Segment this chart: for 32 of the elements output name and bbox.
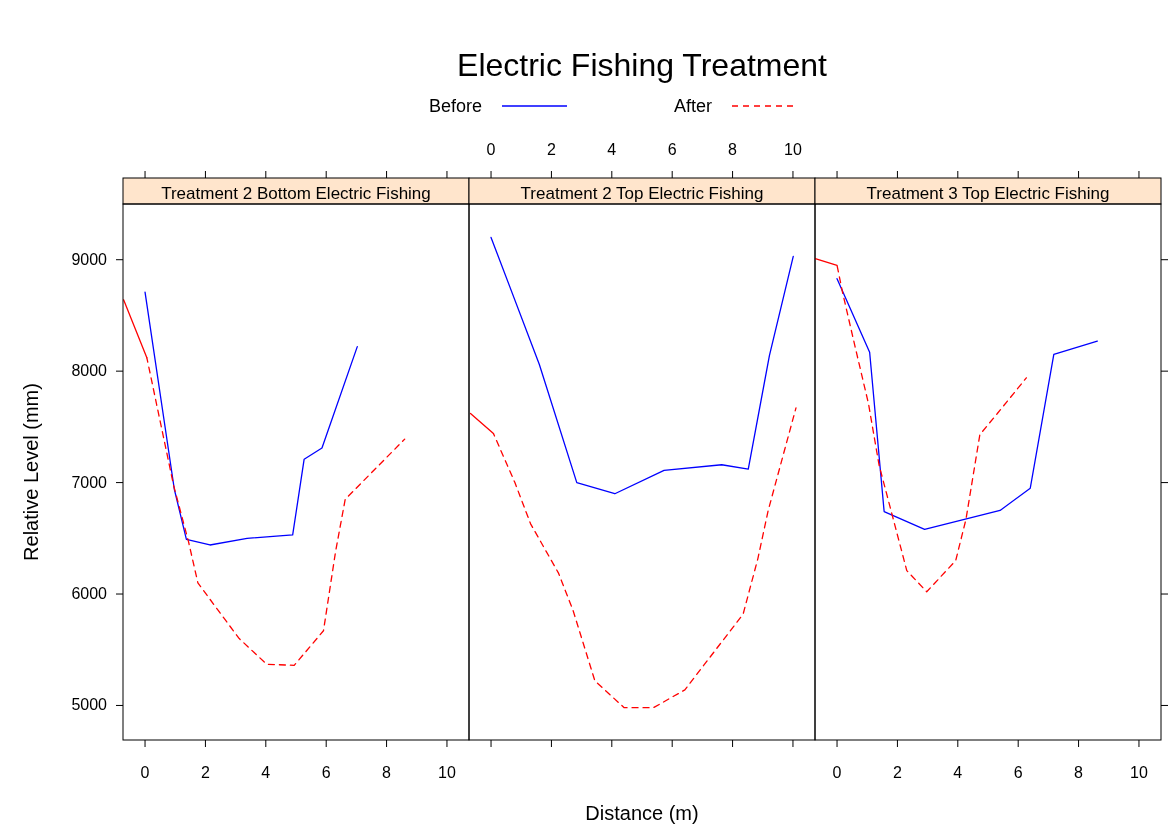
y-tick-label: 9000 [71, 250, 108, 268]
x-tick-label: 8 [728, 141, 738, 158]
x-tick-label: 0 [486, 141, 496, 158]
y-tick-label: 7000 [71, 473, 108, 491]
x-tick-label: 10 [784, 141, 802, 158]
line-series [144, 291, 358, 546]
y-tick-label: 5000 [71, 696, 108, 714]
x-tick-label: 2 [546, 141, 556, 158]
y-tick-label: 8000 [71, 362, 108, 380]
x-tick-label: 0 [832, 764, 842, 781]
x-tick-label: 2 [200, 764, 210, 781]
x-tick-label: 6 [1013, 764, 1023, 781]
x-tick-label: 6 [321, 764, 331, 781]
chart-title: Electric Fishing Treatment [457, 47, 828, 83]
x-tick-label: 6 [667, 141, 677, 158]
x-tick-label: 10 [438, 764, 456, 781]
x-tick-label: 4 [607, 141, 617, 158]
x-tick-label: 0 [140, 764, 150, 781]
x-tick-label: 8 [1074, 764, 1084, 781]
chart-title: Treatment 2 Bottom Electric Fishing [161, 184, 431, 203]
x-tick-label: 2 [892, 764, 902, 781]
y-axis-title: Relative Level (mm) [20, 383, 42, 561]
legend-label: After [673, 96, 712, 116]
x-axis-title: Distance (m) [585, 802, 699, 824]
x-tick-label: 10 [1130, 764, 1148, 781]
x-tick-label: 8 [382, 764, 392, 781]
x-tick-label: 4 [261, 764, 271, 781]
x-tick-label: 4 [953, 764, 963, 781]
y-tick-label: 6000 [71, 585, 108, 603]
legend-label: Before [428, 96, 482, 116]
chart-title: Treatment 3 Top Electric Fishing [866, 184, 1110, 203]
chart-subtitle: Treatment 2 Top Electric Fishing [520, 184, 764, 203]
